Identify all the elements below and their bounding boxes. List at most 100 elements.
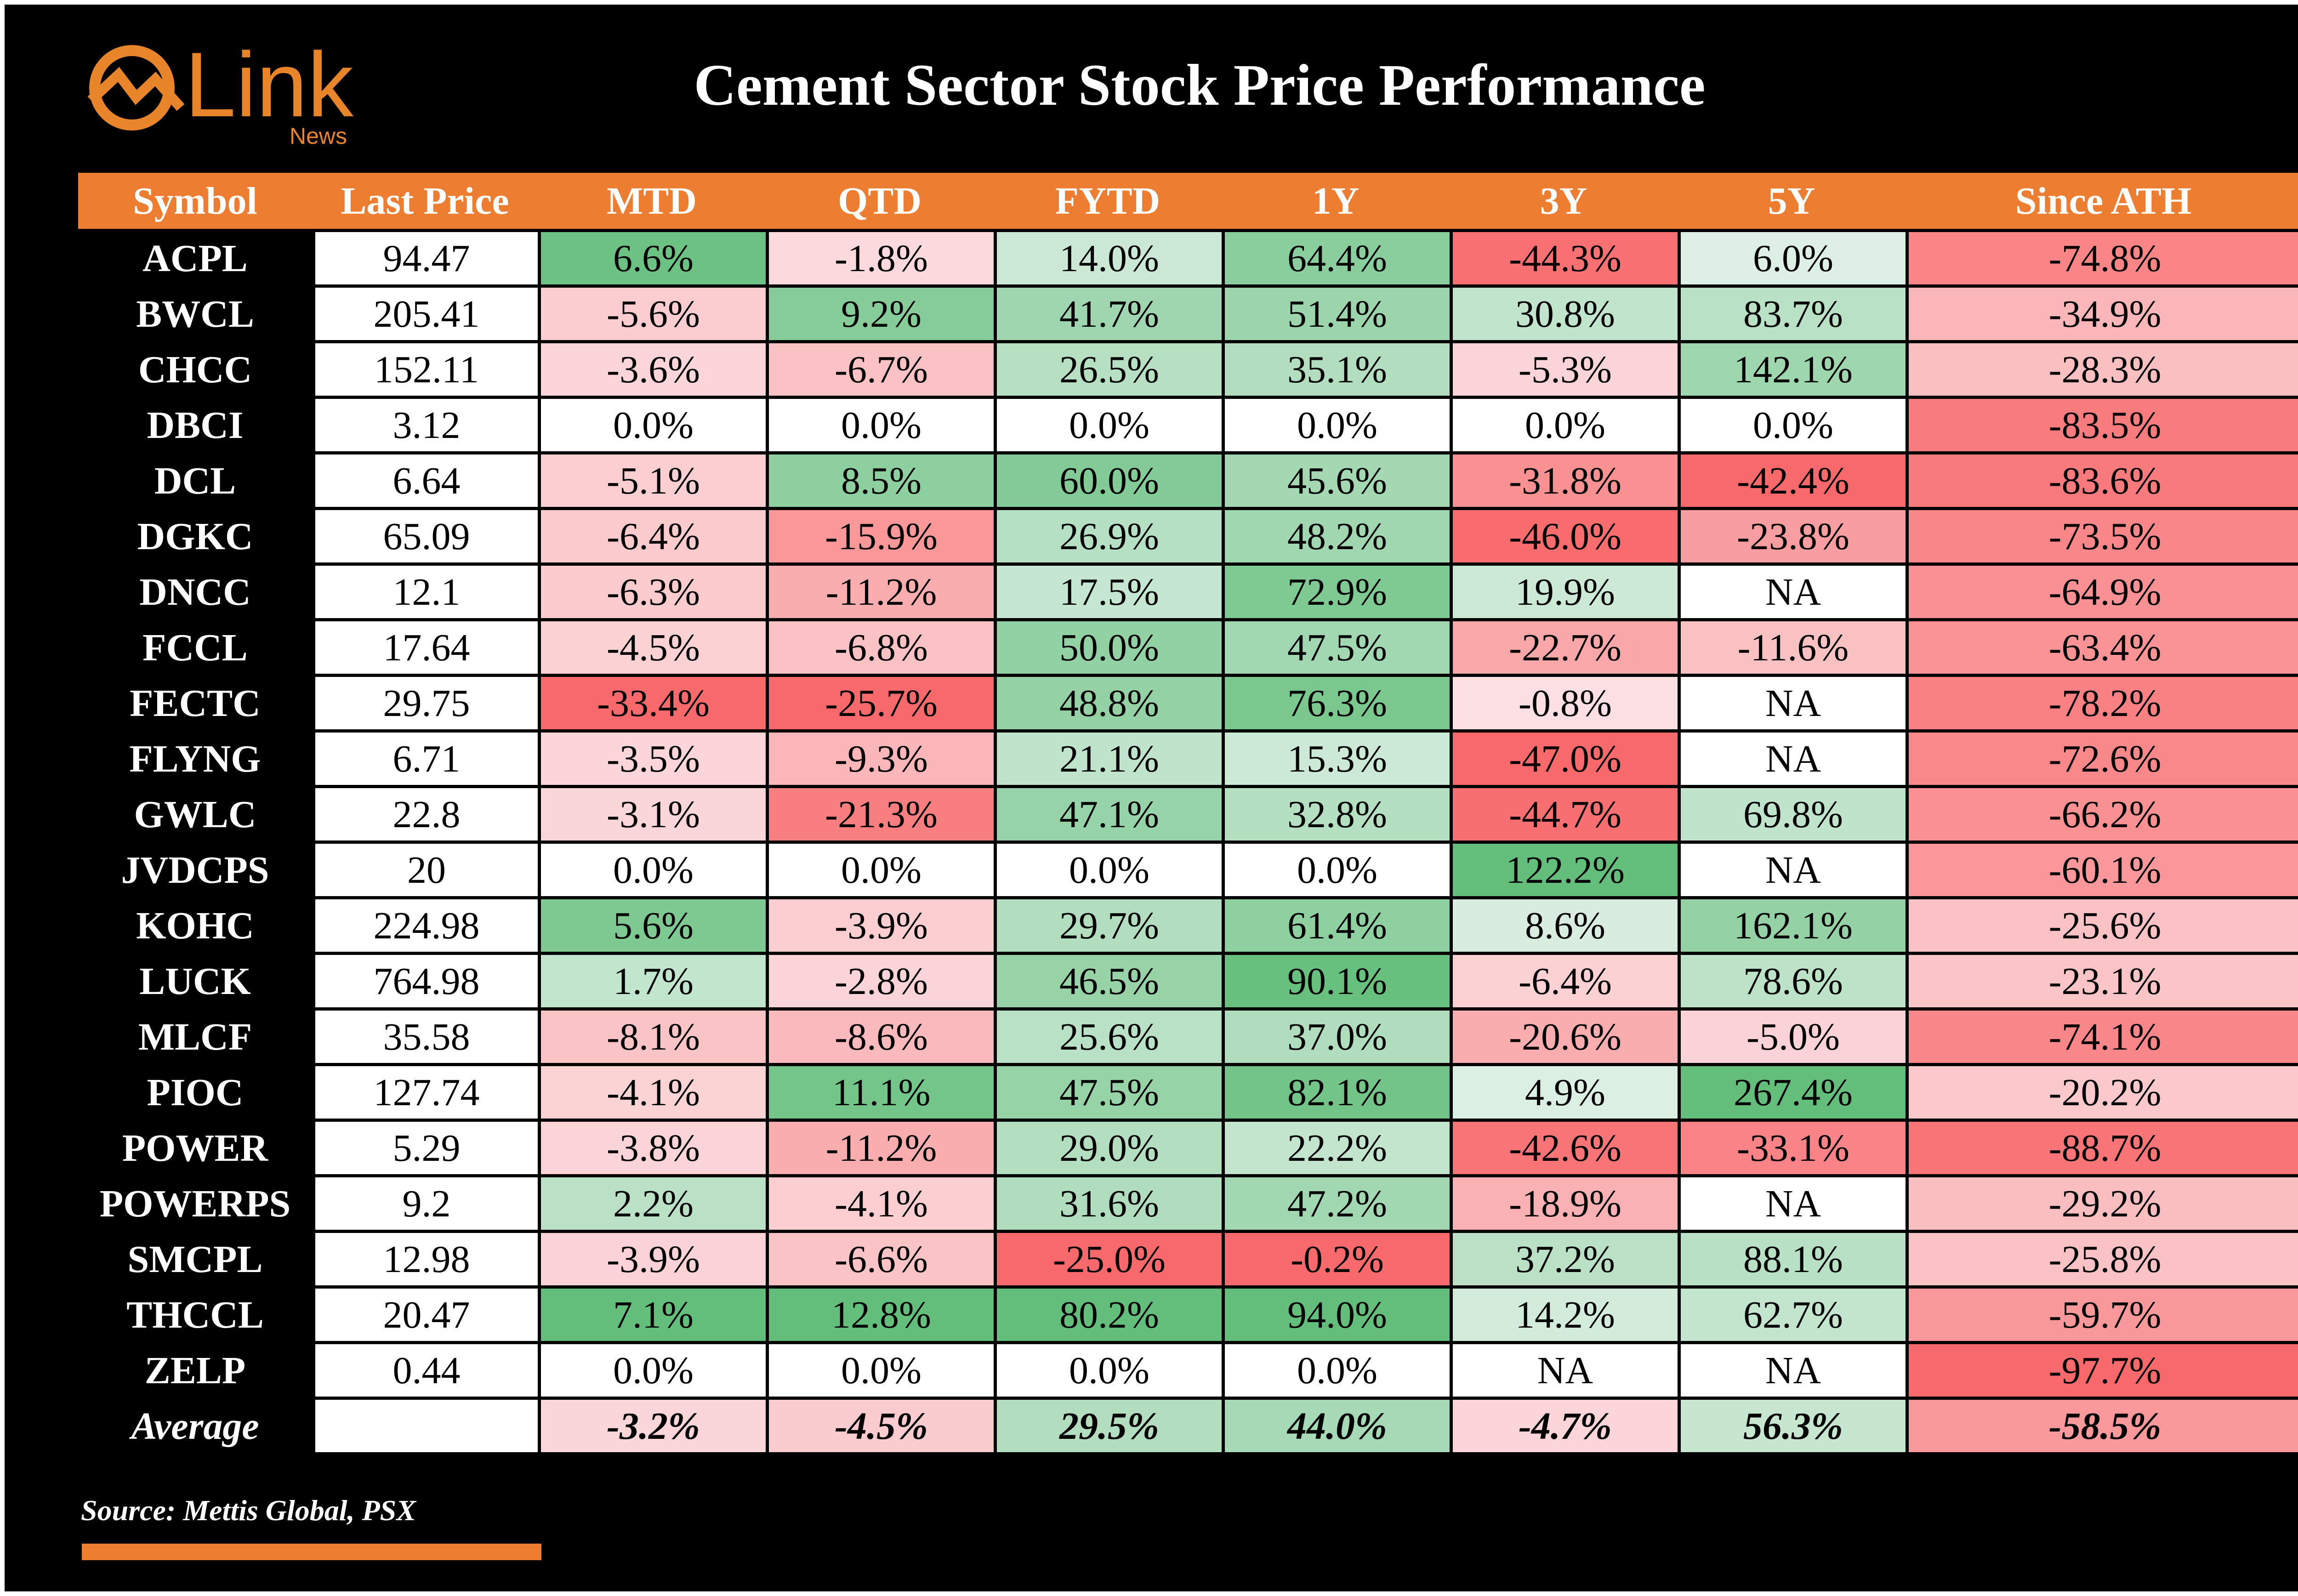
qtd-cell: 0.0% xyxy=(766,396,994,451)
column-header-mtd: MTD xyxy=(538,173,766,229)
3y-cell: NA xyxy=(1450,1341,1678,1397)
1y-cell: 94.0% xyxy=(1222,1285,1450,1341)
5y-cell: NA xyxy=(1678,729,1906,785)
5y-cell: NA xyxy=(1678,1174,1906,1230)
3y-cell: 8.6% xyxy=(1450,896,1678,952)
source-underline-bar xyxy=(82,1544,541,1560)
fytd-cell: 46.5% xyxy=(994,952,1222,1007)
qtd-cell: 11.1% xyxy=(766,1063,994,1119)
last-price-cell: 20.47 xyxy=(312,1285,538,1341)
3y-cell: -5.3% xyxy=(1450,340,1678,396)
page-title: Cement Sector Stock Price Performance xyxy=(694,52,1706,118)
1y-cell: 15.3% xyxy=(1222,729,1450,785)
symbol-cell: FCCL xyxy=(78,618,312,674)
fytd-cell: -25.0% xyxy=(994,1230,1222,1285)
1y-cell: 47.5% xyxy=(1222,618,1450,674)
fytd-cell: 60.0% xyxy=(994,451,1222,507)
qtd-cell: -6.8% xyxy=(766,618,994,674)
mtd-cell: -3.8% xyxy=(538,1119,766,1174)
qtd-cell: -6.6% xyxy=(766,1230,994,1285)
column-header-3y: 3Y xyxy=(1450,173,1678,229)
3y-cell: -47.0% xyxy=(1450,729,1678,785)
5y-cell: NA xyxy=(1678,562,1906,618)
table-row-bwcl: BWCL 205.41 -5.6% 9.2% 41.7% 51.4% 30.8% 83.7% -… xyxy=(78,284,2298,340)
symbol-cell: DNCC xyxy=(78,562,312,618)
last-price-cell: 12.1 xyxy=(312,562,538,618)
last-price-cell: 205.41 xyxy=(312,284,538,340)
5y-cell: -11.6% xyxy=(1678,618,1906,674)
1y-cell: -0.2% xyxy=(1222,1230,1450,1285)
mtd-cell: -8.1% xyxy=(538,1007,766,1063)
mtd-cell: -3.9% xyxy=(538,1230,766,1285)
last-price-cell: 9.2 xyxy=(312,1174,538,1230)
3y-cell: -20.6% xyxy=(1450,1007,1678,1063)
column-header-since-ath: Since ATH xyxy=(1906,173,2298,229)
5y-cell: 69.8% xyxy=(1678,785,1906,841)
last-price-cell: 764.98 xyxy=(312,952,538,1007)
table-row-thccl: THCCL 20.47 7.1% 12.8% 80.2% 94.0% 14.2% 62.7% -… xyxy=(78,1285,2298,1341)
3y-cell: -4.7% xyxy=(1450,1397,1678,1452)
1y-cell: 64.4% xyxy=(1222,229,1450,284)
3y-cell: -44.3% xyxy=(1450,229,1678,284)
source-note: Source: Mettis Global, PSX xyxy=(81,1494,416,1527)
fytd-cell: 26.9% xyxy=(994,507,1222,562)
qtd-cell: -25.7% xyxy=(766,674,994,729)
mtd-cell: 0.0% xyxy=(538,396,766,451)
3y-cell: -22.7% xyxy=(1450,618,1678,674)
since-ath-cell: -25.6% xyxy=(1906,896,2298,952)
1y-cell: 45.6% xyxy=(1222,451,1450,507)
1y-cell: 35.1% xyxy=(1222,340,1450,396)
last-price-cell: 224.98 xyxy=(312,896,538,952)
1y-cell: 76.3% xyxy=(1222,674,1450,729)
fytd-cell: 29.7% xyxy=(994,896,1222,952)
table-row-gwlc: GWLC 22.8 -3.1% -21.3% 47.1% 32.8% -44.7% 69.8%… xyxy=(78,785,2298,841)
3y-cell: -31.8% xyxy=(1450,451,1678,507)
column-header-1y: 1Y xyxy=(1222,173,1450,229)
1y-cell: 0.0% xyxy=(1222,841,1450,896)
fytd-cell: 48.8% xyxy=(994,674,1222,729)
since-ath-cell: -83.6% xyxy=(1906,451,2298,507)
last-price-cell: 12.98 xyxy=(312,1230,538,1285)
symbol-cell: LUCK xyxy=(78,952,312,1007)
table-row-fectc: FECTC 29.75 -33.4% -25.7% 48.8% 76.3% -0.8% NA -… xyxy=(78,674,2298,729)
infographic-frame: Link News Cement Sector Stock Price Perf… xyxy=(5,5,2298,1591)
since-ath-cell: -29.2% xyxy=(1906,1174,2298,1230)
mtd-cell: 0.0% xyxy=(538,1341,766,1397)
since-ath-cell: -83.5% xyxy=(1906,396,2298,451)
table-row-luck: LUCK 764.98 1.7% -2.8% 46.5% 90.1% -6.4% 78.6% -… xyxy=(78,952,2298,1007)
table-row-dcl: DCL 6.64 -5.1% 8.5% 60.0% 45.6% -31.8% -42.4% -8… xyxy=(78,451,2298,507)
column-header-fytd: FYTD xyxy=(994,173,1222,229)
3y-cell: -18.9% xyxy=(1450,1174,1678,1230)
since-ath-cell: -73.5% xyxy=(1906,507,2298,562)
5y-cell: -23.8% xyxy=(1678,507,1906,562)
5y-cell: 56.3% xyxy=(1678,1397,1906,1452)
logo-ring-icon xyxy=(87,45,185,131)
since-ath-cell: -74.1% xyxy=(1906,1007,2298,1063)
symbol-cell: FLYNG xyxy=(78,729,312,785)
symbol-cell: JVDCPS xyxy=(78,841,312,896)
3y-cell: -44.7% xyxy=(1450,785,1678,841)
fytd-cell: 0.0% xyxy=(994,841,1222,896)
since-ath-cell: -60.1% xyxy=(1906,841,2298,896)
table-row-power: POWER 5.29 -3.8% -11.2% 29.0% 22.2% -42.6% -33.… xyxy=(78,1119,2298,1174)
5y-cell: 267.4% xyxy=(1678,1063,1906,1119)
performance-table: Symbol Last Price MTD QTD FYTD 1Y 3Y 5Y Since AT… xyxy=(78,173,2298,1452)
mtd-cell: 5.6% xyxy=(538,896,766,952)
fytd-cell: 47.5% xyxy=(994,1063,1222,1119)
5y-cell: NA xyxy=(1678,1341,1906,1397)
5y-cell: NA xyxy=(1678,841,1906,896)
1y-cell: 0.0% xyxy=(1222,396,1450,451)
fytd-cell: 29.0% xyxy=(994,1119,1222,1174)
3y-cell: 19.9% xyxy=(1450,562,1678,618)
mtd-cell: -4.5% xyxy=(538,618,766,674)
since-ath-cell: -74.8% xyxy=(1906,229,2298,284)
table-row-flyng: FLYNG 6.71 -3.5% -9.3% 21.1% 15.3% -47.0% NA -72… xyxy=(78,729,2298,785)
table-body: ACPL 94.47 6.6% -1.8% 14.0% 64.4% -44.3% 6.0% -7… xyxy=(78,229,2298,1452)
1y-cell: 0.0% xyxy=(1222,1341,1450,1397)
logo-zigzag-icon xyxy=(87,67,185,111)
table-row-kohc: KOHC 224.98 5.6% -3.9% 29.7% 61.4% 8.6% 162.1% -… xyxy=(78,896,2298,952)
qtd-cell: -11.2% xyxy=(766,562,994,618)
fytd-cell: 29.5% xyxy=(994,1397,1222,1452)
since-ath-cell: -72.6% xyxy=(1906,729,2298,785)
3y-cell: -42.6% xyxy=(1450,1119,1678,1174)
